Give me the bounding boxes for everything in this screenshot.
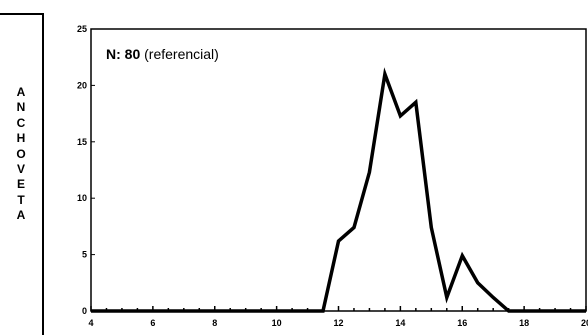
y-tick-label: 10 bbox=[77, 193, 87, 203]
x-tick-label: 12 bbox=[333, 318, 343, 328]
series-layer bbox=[91, 67, 586, 313]
x-tick-label: 10 bbox=[272, 318, 282, 328]
species-label: A N C H O V E T A bbox=[16, 85, 26, 223]
y-axis-ticks: 0 5 10 15 20 25 bbox=[77, 24, 95, 316]
series-line bbox=[91, 67, 586, 313]
y-tick-label: 15 bbox=[77, 137, 87, 147]
y-tick-label: 25 bbox=[77, 24, 87, 34]
annotation-count: N: 80 bbox=[106, 46, 140, 62]
x-tick-label: 18 bbox=[519, 318, 529, 328]
x-tick-label: 16 bbox=[457, 318, 467, 328]
annotation-note: (referencial) bbox=[140, 46, 219, 62]
x-tick-label: 6 bbox=[150, 318, 155, 328]
species-panel: A N C H O V E T A bbox=[0, 13, 44, 335]
y-tick-label: 20 bbox=[77, 80, 87, 90]
x-tick-label: 4 bbox=[88, 318, 93, 328]
y-tick-label: 5 bbox=[82, 250, 87, 260]
plot-area-frame bbox=[90, 28, 587, 312]
x-tick-label: 20 bbox=[581, 318, 588, 328]
x-tick-label: 14 bbox=[395, 318, 405, 328]
sample-size-annotation: N: 80 (referencial) bbox=[106, 46, 219, 62]
x-tick-label: 8 bbox=[212, 318, 217, 328]
y-tick-label: 0 bbox=[82, 306, 87, 316]
